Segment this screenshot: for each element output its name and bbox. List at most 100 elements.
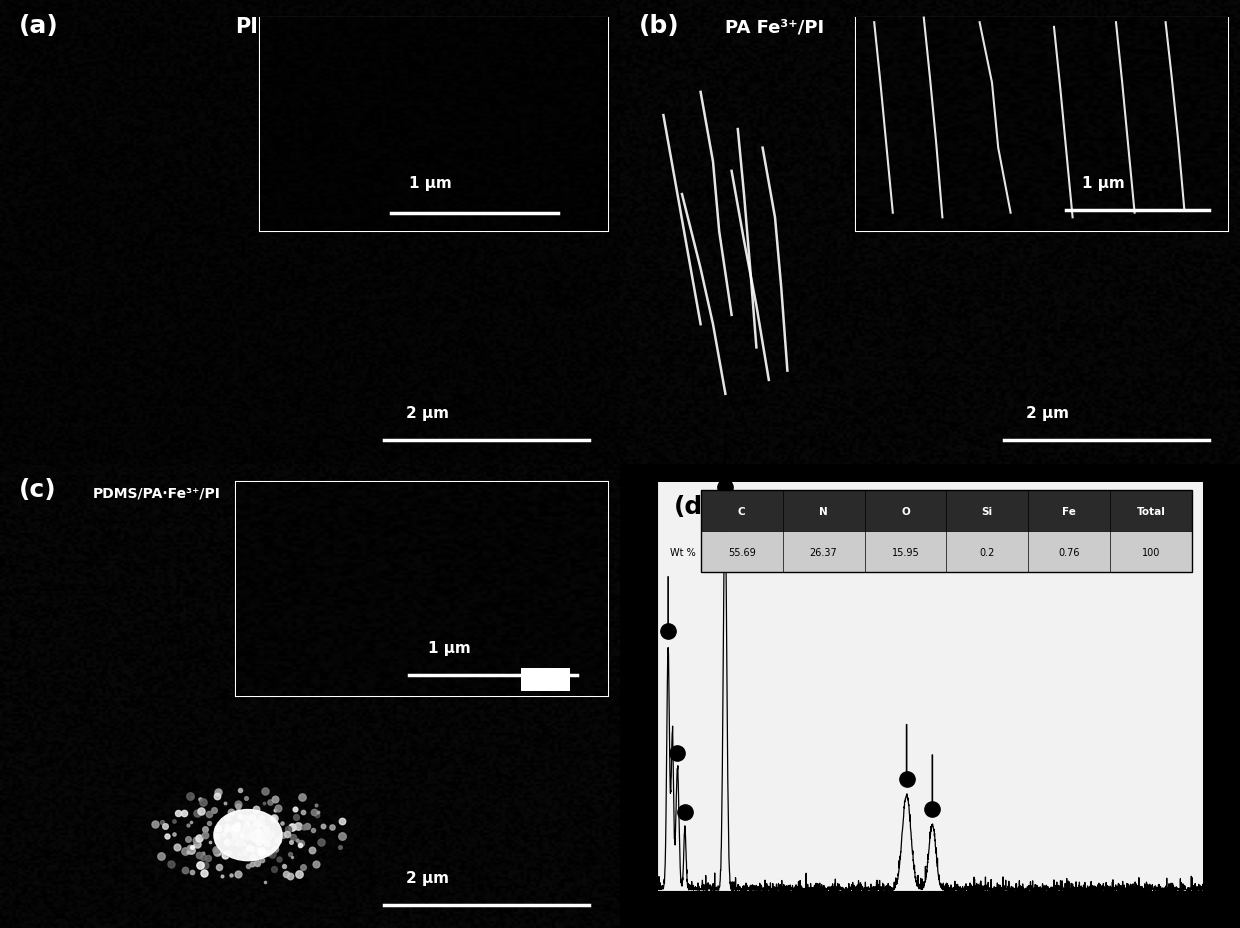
Point [246,829,265,844]
Point [215,827,234,842]
Point [269,851,289,866]
Point [228,799,248,814]
Point [241,828,260,843]
Point [222,834,242,849]
Point [231,834,250,849]
Point [195,822,215,837]
Point [248,834,268,849]
Point [294,819,314,834]
Point [206,843,226,857]
Point [175,844,195,859]
Text: PI: PI [236,17,258,36]
Point [217,818,237,833]
Text: (a): (a) [19,14,58,37]
Point [236,820,255,835]
Point [208,859,228,874]
Point [161,857,181,872]
Point [228,835,248,850]
Point [253,832,273,847]
Point [289,867,309,882]
Point [309,806,329,820]
Point [187,806,207,820]
Point [236,811,255,826]
Point [247,830,267,844]
Point [229,846,249,861]
Point [218,845,238,860]
X-axis label: 能量（keV）: 能量（keV） [889,921,971,928]
Bar [701,491,1192,532]
Point [181,789,201,804]
Point [229,808,249,823]
Bar [701,532,1192,573]
Point [294,859,314,874]
Point [265,842,285,857]
Point [216,823,236,838]
Point [255,783,275,798]
Point [290,836,310,851]
Point [238,840,258,855]
Point [238,824,258,839]
Point [273,816,293,831]
Text: 1 μm: 1 μm [428,640,470,655]
Point [330,840,350,855]
Text: 1 μm: 1 μm [409,176,451,191]
Text: PA Fe³⁺/PI: PA Fe³⁺/PI [725,19,825,36]
Text: Fe: Fe [1063,506,1076,516]
Y-axis label: 计数（cps）: 计数（cps） [636,648,655,726]
Point [291,790,311,805]
Point [259,845,279,860]
Point [255,874,275,889]
Point [237,827,257,842]
Text: 2 μm: 2 μm [1025,406,1069,420]
Point [228,867,248,882]
Point [179,844,198,859]
Point [244,821,264,836]
Point [217,834,237,849]
Point [263,811,283,826]
Point [207,844,227,859]
Point [217,810,237,825]
Point [281,835,301,850]
Text: Wt %: Wt % [670,547,696,557]
Point [212,869,232,883]
Point [159,855,179,870]
Point [157,829,177,844]
Point [181,843,201,857]
Point [179,831,198,846]
Point [206,842,226,857]
Point [254,796,274,811]
Point [242,827,262,842]
Point [155,819,175,834]
Point [198,851,218,866]
Point [258,823,278,838]
Point [253,829,273,844]
Point [250,847,270,862]
Point [237,817,257,831]
Point [253,853,273,868]
Point [215,848,234,863]
Point [278,821,298,836]
Point [242,826,262,841]
Point [216,795,236,810]
Point [306,857,326,871]
Point [264,811,284,826]
Point [259,829,279,844]
Point [179,818,198,832]
Point [228,818,248,832]
Point [306,797,326,812]
Point [303,823,322,838]
Point [234,830,254,844]
Point [207,829,227,844]
Point [210,827,229,842]
Point [182,790,202,805]
Point [248,824,268,839]
Point [274,858,294,873]
Point [250,810,270,825]
Point [244,831,264,845]
Point [232,828,252,843]
Point [243,849,263,864]
Point [239,827,259,842]
Text: O: O [901,506,910,516]
Text: PDMS/PA·Fe³⁺/PI: PDMS/PA·Fe³⁺/PI [93,485,221,499]
Point [237,811,257,826]
